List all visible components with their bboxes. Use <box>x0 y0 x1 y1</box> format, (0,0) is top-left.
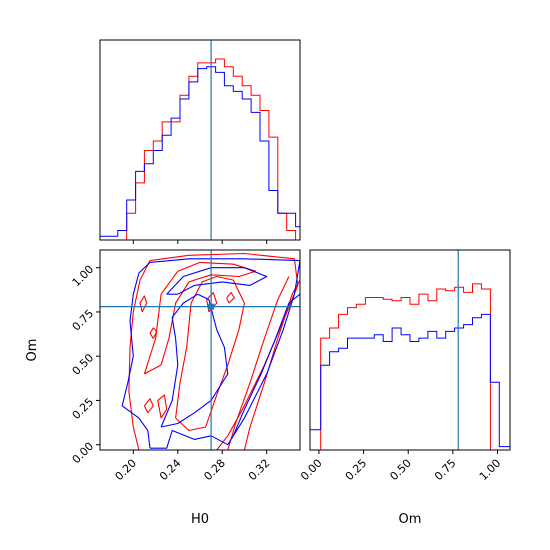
hist-H0-series-1 <box>100 66 300 237</box>
hist-Om-x-tick-label: 1.00 <box>477 457 504 484</box>
x-axis-label-H0: H0 <box>191 512 209 527</box>
tick-marks-and-labels: 0.00 0.25 0.50 0.75 1.00 0.20 0.24 0.28 0.32 0.00… <box>70 240 504 484</box>
hist-Om-series-0 <box>310 283 510 450</box>
y-axis-label-Om: Om <box>25 339 40 362</box>
joint-y-tick-label: 1.00 <box>70 263 97 290</box>
contour-line-5 <box>157 394 168 419</box>
joint-y-tick-label: 0.75 <box>70 307 97 334</box>
x-axis-label-Om: Om <box>399 512 422 527</box>
panel-hist-Om <box>309 249 511 451</box>
truth-marker <box>208 303 215 310</box>
hist-H0-frame <box>99 39 301 241</box>
joint-plot-area <box>100 250 300 450</box>
contour-line-2 <box>227 276 290 450</box>
joint-x-tick-label: 0.32 <box>246 457 273 484</box>
hist-Om-plot-area <box>310 250 510 450</box>
hist-H0-series-0 <box>100 58 300 240</box>
hist-Om-frame <box>309 249 511 451</box>
hist-Om-x-tick-label: 0.75 <box>432 457 459 484</box>
hist-H0-plot-area <box>100 40 300 240</box>
contour-line-4 <box>143 261 257 375</box>
contour-line-12 <box>160 293 229 428</box>
contour-line-6 <box>143 398 154 414</box>
joint-frame <box>99 249 301 451</box>
contour-line-3 <box>175 275 245 432</box>
contour-line-8 <box>139 295 148 313</box>
hist-Om-x-tick-label: 0.00 <box>298 457 325 484</box>
contour-line-1 <box>243 279 300 450</box>
joint-x-tick-label: 0.28 <box>201 457 228 484</box>
contour-line-0 <box>128 252 299 450</box>
contour-line-11 <box>121 258 300 449</box>
hist-Om-x-tick-label: 0.50 <box>387 457 414 484</box>
joint-y-tick-label: 0.50 <box>70 351 97 378</box>
panel-hist-H0 <box>99 39 301 241</box>
joint-x-tick-label: 0.20 <box>113 457 140 484</box>
joint-y-tick-label: 0.00 <box>70 440 97 467</box>
contour-line-14 <box>232 293 300 437</box>
joint-y-tick-label: 0.25 <box>70 395 97 422</box>
hist-Om-series-1 <box>310 313 510 448</box>
joint-x-tick-label: 0.24 <box>157 457 184 484</box>
contour-line-13 <box>166 267 268 295</box>
panel-joint-H0-Om <box>99 249 301 451</box>
contour-line-9 <box>226 291 235 304</box>
contour-line-7 <box>149 327 158 339</box>
hist-Om-x-tick-label: 0.25 <box>343 457 370 484</box>
